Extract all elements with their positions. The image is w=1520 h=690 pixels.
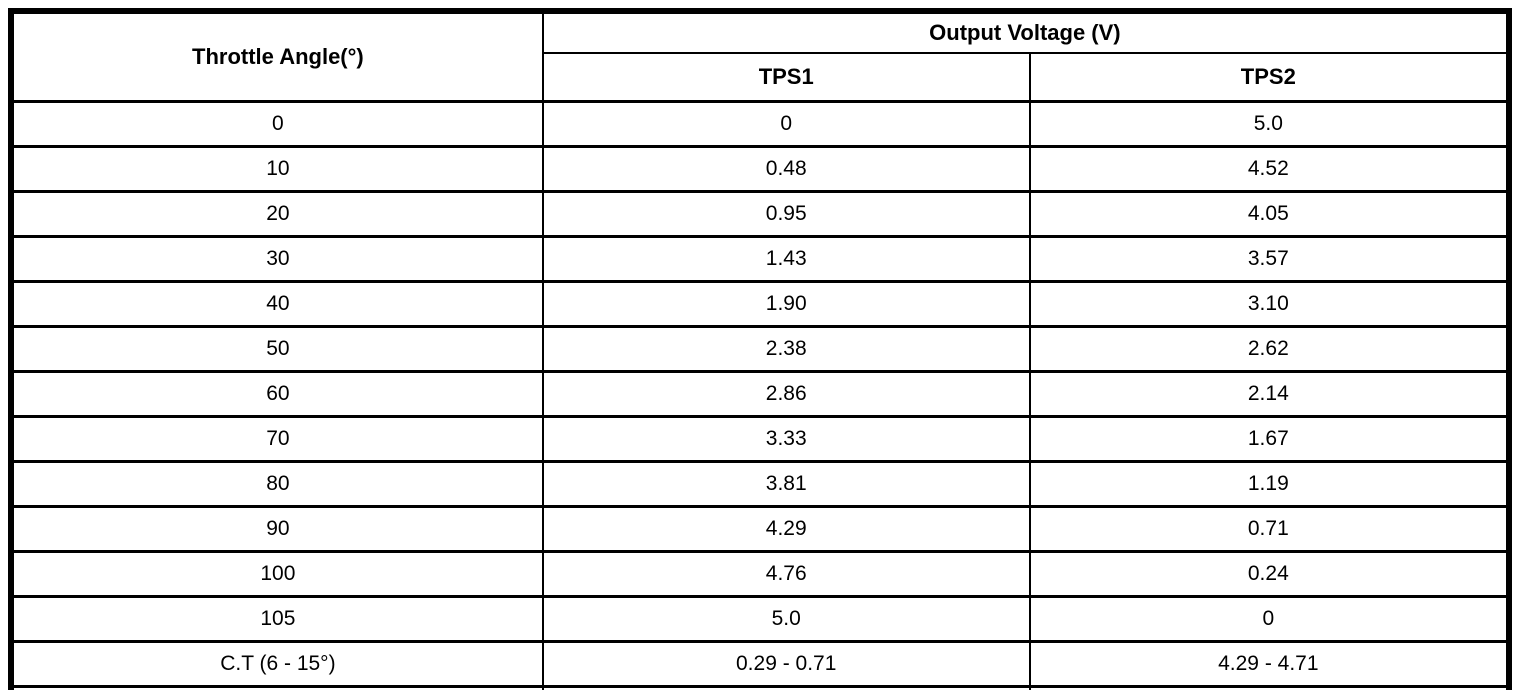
table-row: 10 0.48 4.52 [10, 145, 1511, 193]
tps1-cell: 3.33 [541, 415, 1031, 463]
table-row: 40 1.90 3.10 [10, 280, 1511, 328]
tps2-cell: 1.19 [1028, 460, 1511, 508]
angle-cell: C.T (6 - 15°) [10, 640, 544, 688]
tps2-cell: 3.57 [1028, 235, 1511, 283]
tps2-cell: 2.14 [1028, 370, 1511, 418]
header-tps2: TPS2 [1028, 52, 1511, 103]
tps1-cell: 2.38 [541, 325, 1031, 373]
angle-cell: 90 [10, 505, 544, 553]
tps2-cell: 3.10 [1028, 280, 1511, 328]
angle-cell: 80 [10, 460, 544, 508]
tps2-cell: 5.0 [1028, 100, 1511, 148]
table-row: 70 3.33 1.67 [10, 415, 1511, 463]
table-row: 105 5.0 0 [10, 595, 1511, 643]
tps1-cell: 4.29 [541, 505, 1031, 553]
tps1-cell: 1.90 [541, 280, 1031, 328]
tps2-cell: 4.52 [1028, 145, 1511, 193]
table-row: 30 1.43 3.57 [10, 235, 1511, 283]
header-output-voltage: Output Voltage (V) [541, 9, 1511, 54]
tps1-cell: 0.95 [541, 190, 1031, 238]
tps2-cell: 0 [1028, 595, 1511, 643]
table-header: Throttle Angle(°) Output Voltage (V) TPS… [10, 9, 1511, 103]
table-row: 90 4.29 0.71 [10, 505, 1511, 553]
table-row: 50 2.38 2.62 [10, 325, 1511, 373]
tps-output-voltage-table: Throttle Angle(°) Output Voltage (V) TPS… [8, 8, 1512, 690]
angle-cell: 0 [10, 100, 544, 148]
table-row: 0 0 5.0 [10, 100, 1511, 148]
angle-cell: W.O.T (93 - 102°) [10, 685, 544, 690]
table-row: 20 0.95 4.05 [10, 190, 1511, 238]
tps1-cell: 3.81 [541, 460, 1031, 508]
angle-cell: 10 [10, 145, 544, 193]
tps2-cell: 4.05 [1028, 190, 1511, 238]
tps1-cell: 1.43 [541, 235, 1031, 283]
tps1-cell: 4.43 - 4.86 [541, 685, 1031, 690]
angle-cell: 60 [10, 370, 544, 418]
tps2-cell: 4.29 - 4.71 [1028, 640, 1511, 688]
tps1-cell: 0.29 - 0.71 [541, 640, 1031, 688]
header-tps1: TPS1 [541, 52, 1031, 103]
tps1-cell: 0 [541, 100, 1031, 148]
tps1-cell: 2.86 [541, 370, 1031, 418]
table-row: 60 2.86 2.14 [10, 370, 1511, 418]
table-row: C.T (6 - 15°) 0.29 - 0.71 4.29 - 4.71 [10, 640, 1511, 688]
table-row: 80 3.81 1.19 [10, 460, 1511, 508]
table-body: 0 0 5.0 10 0.48 4.52 20 0.95 4.05 30 1.43 3.57 40 1.9… [10, 100, 1511, 690]
angle-cell: 30 [10, 235, 544, 283]
tps2-cell: 2.62 [1028, 325, 1511, 373]
tps2-cell: 0.24 [1028, 550, 1511, 598]
angle-cell: 40 [10, 280, 544, 328]
tps1-cell: 4.76 [541, 550, 1031, 598]
tps2-cell: 0.14 - 0.57 [1028, 685, 1511, 690]
angle-cell: 50 [10, 325, 544, 373]
table-row: 100 4.76 0.24 [10, 550, 1511, 598]
angle-cell: 100 [10, 550, 544, 598]
angle-cell: 70 [10, 415, 544, 463]
tps1-cell: 5.0 [541, 595, 1031, 643]
header-throttle-angle: Throttle Angle(°) [10, 9, 544, 103]
angle-cell: 20 [10, 190, 544, 238]
tps1-cell: 0.48 [541, 145, 1031, 193]
tps2-cell: 1.67 [1028, 415, 1511, 463]
angle-cell: 105 [10, 595, 544, 643]
table-row: W.O.T (93 - 102°)4.43 - 4.860.14 - 0.57 [10, 685, 1511, 690]
tps2-cell: 0.71 [1028, 505, 1511, 553]
